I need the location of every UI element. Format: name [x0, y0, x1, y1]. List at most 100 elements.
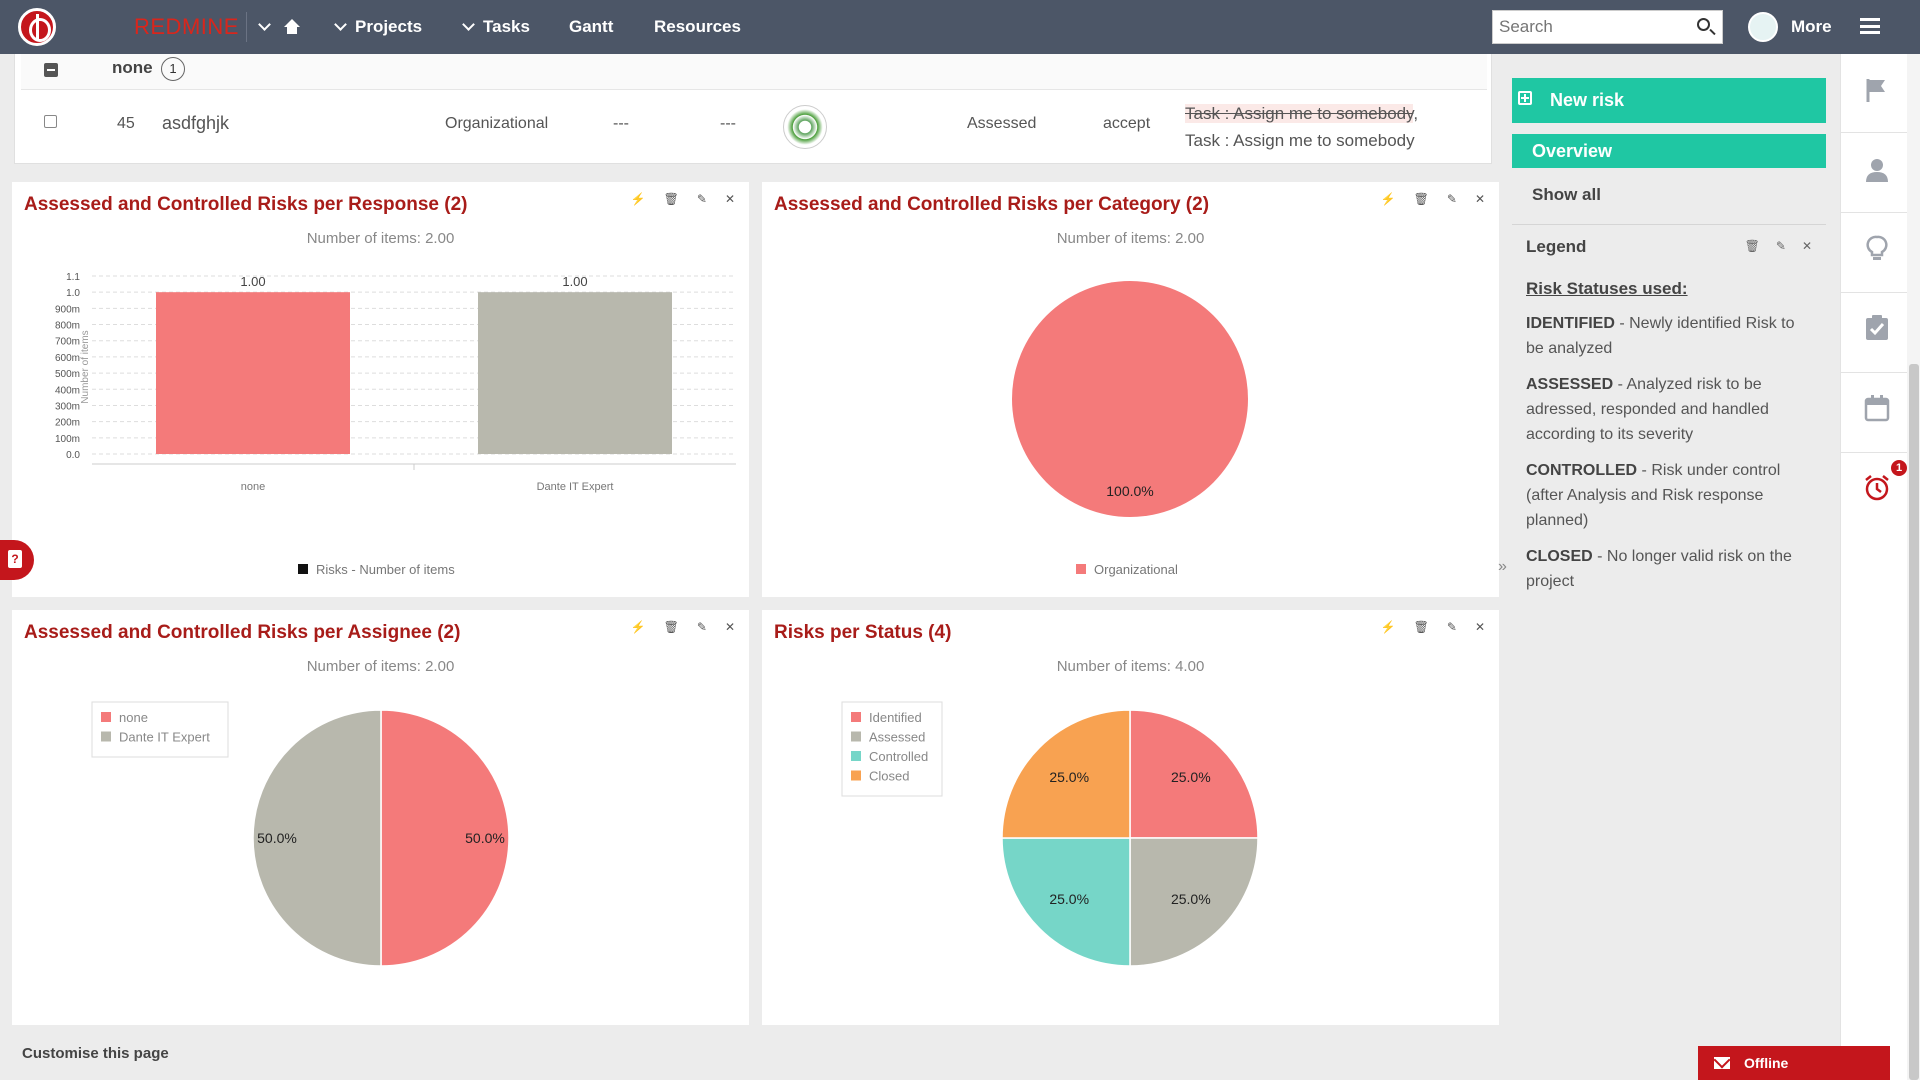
show-all-link[interactable]: Show all [1532, 185, 1601, 204]
brand-name[interactable]: REDMINE [134, 14, 239, 39]
bar [156, 292, 350, 454]
home-icon[interactable] [284, 19, 300, 35]
close-icon[interactable]: ✕ [1801, 239, 1812, 253]
rail-divider [1841, 452, 1907, 453]
y-tick-label: 1.0 [66, 288, 80, 299]
y-axis-label: Number of items [80, 330, 91, 403]
new-risk-label: New risk [1550, 90, 1625, 110]
new-risk-button[interactable]: New risk [1512, 78, 1826, 123]
card-toolbar: ⚡ 🗑 ✎ ✕ [631, 192, 735, 206]
help-tab-icon[interactable] [0, 540, 34, 580]
hamburger-menu-icon[interactable] [1860, 18, 1880, 34]
chart-card-per-category: Assessed and Controlled Risks per Catego… [762, 182, 1499, 597]
trash-icon[interactable]: 🗑 [663, 620, 679, 634]
legend-swatch [298, 564, 308, 574]
bar-chart: 0.0 100m 200m 300m 400m 500m 600m 700m 800m 900m 1… [55, 272, 736, 577]
row-checkbox[interactable] [44, 115, 57, 128]
task-link-open[interactable]: Task : Assign me to somebody [1185, 131, 1415, 150]
overview-button[interactable]: Overview [1512, 134, 1826, 168]
collapse-group-icon[interactable] [44, 63, 58, 77]
rail-divider [1841, 212, 1907, 213]
status-description: - Risk under control (after Analysis and… [1526, 462, 1781, 529]
data-label: 1.00 [562, 274, 587, 289]
bolt-icon[interactable]: ⚡ [1380, 192, 1396, 206]
slice-label: 100.0% [1106, 483, 1153, 499]
bolt-icon[interactable]: ⚡ [630, 620, 646, 634]
close-icon[interactable]: ✕ [1474, 620, 1485, 634]
status-description: - Newly identified Risk to be analyzed [1526, 315, 1795, 357]
nav-tasks[interactable]: Tasks [462, 0, 530, 54]
calendar-icon[interactable] [1863, 394, 1891, 422]
card-toolbar: ⚡ 🗑 ✎ ✕ [631, 620, 735, 634]
more-menu-label[interactable]: More [1791, 17, 1832, 36]
chart-card-per-response: Assessed and Controlled Risks per Respon… [12, 182, 749, 597]
app-logo-icon[interactable] [18, 8, 56, 46]
legend-swatch [851, 712, 861, 722]
status-description: - No longer valid risk on the project [1526, 548, 1792, 590]
bolt-icon[interactable]: ⚡ [630, 192, 646, 206]
card-toolbar: ⚡ 🗑 ✎ ✕ [1381, 620, 1485, 634]
pie-chart-status: 25.0% 25.0% 25.0% 25.0% Identified Assessed Co… [841, 701, 1259, 967]
user-icon[interactable] [1863, 156, 1891, 184]
nav-resources-label: Resources [654, 17, 741, 36]
status-definition: CLOSED - No longer valid risk on the pro… [1526, 544, 1812, 594]
projects-dropdown-toggle[interactable] [258, 0, 279, 54]
scrollbar-thumb[interactable] [1909, 364, 1919, 1080]
trash-icon[interactable]: 🗑 [1744, 239, 1760, 253]
collapse-sidebar-icon[interactable]: » [1498, 558, 1507, 575]
legend-label: Identified [869, 710, 922, 725]
trash-icon[interactable]: 🗑 [1413, 192, 1429, 206]
nav-projects-label: Projects [355, 17, 423, 36]
legend-title: Legend [1526, 237, 1587, 256]
pencil-icon[interactable]: ✎ [696, 192, 707, 206]
assignee-avatar[interactable] [783, 105, 827, 149]
card-title: Assessed and Controlled Risks per Catego… [774, 194, 1210, 215]
y-tick-label: 900m [55, 304, 80, 315]
task-link-closed[interactable]: Task : Assign me to somebody [1185, 104, 1414, 123]
close-icon[interactable]: ✕ [724, 620, 735, 634]
offline-chat-button[interactable]: Offline [1698, 1046, 1890, 1080]
legend-label: Closed [869, 769, 909, 784]
pencil-icon[interactable]: ✎ [1446, 620, 1457, 634]
pencil-icon[interactable]: ✎ [696, 620, 707, 634]
legend-swatch [851, 770, 861, 781]
lightbulb-icon[interactable] [1863, 234, 1891, 262]
user-avatar[interactable] [1748, 12, 1778, 42]
nav-projects[interactable]: Projects [334, 0, 423, 54]
pie-slice [252, 709, 382, 967]
search-icon[interactable] [1697, 18, 1710, 31]
close-icon[interactable]: ✕ [1474, 192, 1485, 206]
y-tick-label: 300m [55, 401, 80, 412]
close-icon[interactable]: ✕ [724, 192, 735, 206]
nav-divider [246, 12, 247, 42]
legend-swatch [101, 712, 111, 722]
nav-gantt[interactable]: Gantt [569, 0, 613, 54]
pie-slice [1012, 281, 1248, 517]
risk-statuses-heading: Risk Statuses used: [1526, 279, 1688, 298]
status-name: ASSESSED [1526, 376, 1614, 393]
row-name-link[interactable]: asdfghjk [162, 113, 230, 133]
top-navigation-bar: REDMINE Projects Tasks Gantt Resources M… [0, 0, 1920, 54]
pie-chart-assignee: 50.0% 50.0% none Dante IT Expert [91, 701, 510, 967]
search-input[interactable] [1493, 11, 1683, 43]
trash-icon[interactable]: 🗑 [663, 192, 679, 206]
x-tick-label: none [241, 481, 265, 493]
nav-resources[interactable]: Resources [654, 0, 741, 54]
card-title: Risks per Status (4) [774, 622, 952, 643]
alarm-clock-icon[interactable] [1863, 474, 1891, 502]
pie-slice [1001, 837, 1131, 967]
status-definition: ASSESSED - Analyzed risk to be adressed,… [1526, 372, 1812, 447]
pencil-icon[interactable]: ✎ [1775, 239, 1786, 253]
flag-icon[interactable] [1863, 76, 1891, 104]
table-row[interactable]: 45 asdfghjk Organizational --- --- Asses… [21, 90, 1487, 162]
pencil-icon[interactable]: ✎ [1446, 192, 1457, 206]
group-label: none [112, 58, 153, 77]
risk-list-table: none 1 45 asdfghjk Organizational --- --… [14, 54, 1492, 164]
trash-icon[interactable]: 🗑 [1413, 620, 1429, 634]
customise-page-link[interactable]: Customise this page [22, 1045, 169, 1062]
envelope-icon [1714, 1057, 1730, 1069]
task-checklist-icon[interactable] [1863, 314, 1891, 342]
bolt-icon[interactable]: ⚡ [1380, 620, 1396, 634]
y-tick-label: 400m [55, 385, 80, 396]
nav-gantt-label: Gantt [569, 17, 614, 36]
